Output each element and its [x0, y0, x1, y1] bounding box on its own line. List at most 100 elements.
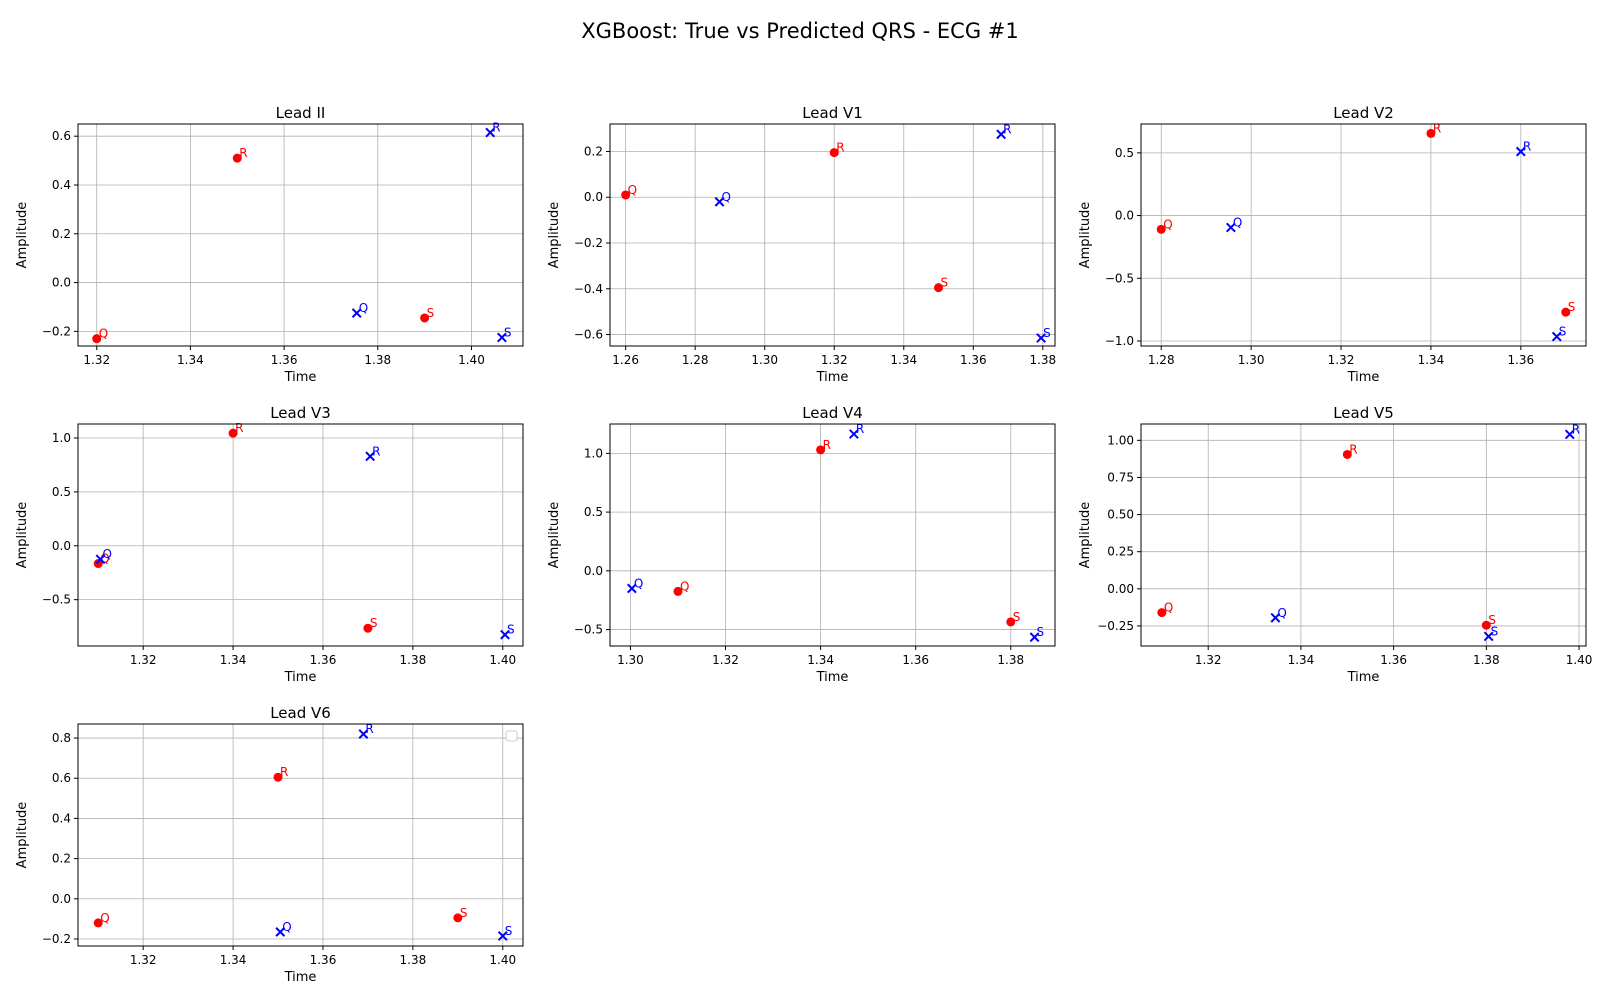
- lead-v5-ytick-label: 0.00: [1107, 582, 1134, 596]
- lead-v1-xtick-label: 1.32: [821, 353, 848, 367]
- lead-ii-ylabel: Amplitude: [15, 202, 30, 269]
- lead-v6-pred-label-r: R: [365, 722, 373, 736]
- lead-v3-xtick-label: 1.38: [400, 653, 427, 667]
- lead-v3-pred-label-s: S: [507, 623, 515, 637]
- lead-v1-true-point-q: [621, 190, 631, 200]
- lead-v4-xtick-label: 1.36: [902, 653, 929, 667]
- lead-v4-true-point-q: [673, 586, 683, 596]
- lead-v6-xtick-label: 1.36: [310, 953, 337, 967]
- lead-v4-xlabel: Time: [816, 670, 849, 685]
- lead-v4-true-point-s: [1006, 617, 1016, 627]
- lead-v5-pred-label-r: R: [1572, 422, 1580, 436]
- lead-v6-ytick-label: 0.0: [52, 892, 71, 906]
- lead-ii-pred-point-q: [351, 308, 362, 318]
- lead-ii-axes-frame: [77, 123, 524, 347]
- lead-ii-ytick-label: 0.4: [52, 178, 71, 192]
- lead-ii-pred-label-q: Q: [359, 301, 368, 315]
- lead-v2-ytick-label: 0.0: [1115, 209, 1134, 223]
- lead-v1-ytick-label: 0.2: [584, 144, 603, 158]
- lead-v5-pred-label-q: Q: [1277, 606, 1286, 620]
- lead-v5-xtick-label: 1.32: [1195, 653, 1222, 667]
- lead-v2-xlabel: Time: [1347, 370, 1380, 385]
- lead-v6-ytick-label: 0.8: [52, 731, 71, 745]
- lead-ii-xtick-label: 1.38: [364, 353, 391, 367]
- lead-v3-pred-point-s: [500, 629, 510, 640]
- lead-v6-ytick-label: 0.4: [52, 811, 71, 825]
- lead-v2-ytick-label: 0.5: [1115, 146, 1134, 160]
- lead-v4-ytick-label: 0.0: [584, 564, 603, 578]
- lead-v1-xtick-label: 1.36: [960, 353, 987, 367]
- lead-v2-true-label-r: R: [1433, 121, 1441, 135]
- lead-ii-xtick-label: 1.40: [458, 353, 485, 367]
- lead-v4-pred-point-q: [626, 583, 637, 594]
- lead-v1-pred-point-r: [996, 129, 1007, 140]
- lead-v1-ytick-label: −0.4: [574, 282, 603, 296]
- lead-v6-ylabel: Amplitude: [15, 802, 30, 869]
- lead-v4-ytick-label: −0.5: [574, 623, 603, 637]
- lead-v5-ylabel: Amplitude: [1078, 502, 1093, 569]
- lead-ii-ytick-label: −0.2: [42, 324, 71, 338]
- lead-v3-xlabel: Time: [284, 670, 317, 685]
- lead-v1-xlabel: Time: [816, 370, 849, 385]
- lead-v4-title: Lead V4: [802, 404, 863, 422]
- lead-v4-true-point-r: [816, 445, 826, 455]
- lead-v5-xtick-label: 1.40: [1566, 653, 1593, 667]
- lead-v4-axes-frame: [609, 423, 1056, 647]
- lead-ii-true-point-q: [92, 334, 102, 344]
- lead-v3-xtick-label: 1.36: [310, 653, 337, 667]
- lead-v1-pred-point-q: [714, 196, 725, 207]
- lead-v1-ytick-label: −0.6: [574, 328, 603, 342]
- lead-v2-xtick-label: 1.30: [1238, 353, 1265, 367]
- lead-v1-xtick-label: 1.30: [751, 353, 778, 367]
- lead-v6-pred-label-q: Q: [282, 920, 291, 934]
- lead-v2-title: Lead V2: [1333, 104, 1394, 122]
- lead-v5-pred-point-s: [1483, 631, 1494, 642]
- lead-v6-title: Lead V6: [270, 704, 331, 722]
- lead-v1-xtick-label: 1.34: [890, 353, 917, 367]
- lead-ii-true-point-s: [420, 313, 430, 323]
- lead-v3-ylabel: Amplitude: [15, 502, 30, 569]
- lead-v4-pred-point-s: [1029, 632, 1040, 643]
- lead-v6-ytick-label: −0.2: [42, 932, 71, 946]
- lead-ii-pred-label-s: S: [504, 325, 512, 339]
- lead-v2-xtick-label: 1.36: [1507, 353, 1534, 367]
- lead-v5-true-label-r: R: [1349, 442, 1357, 456]
- lead-v2-pred-label-s: S: [1559, 325, 1567, 339]
- lead-v5-ytick-label: 0.25: [1107, 545, 1134, 559]
- lead-v5-title: Lead V5: [1333, 404, 1394, 422]
- lead-ii-xlabel: Time: [284, 370, 317, 385]
- lead-v2-axes-frame: [1140, 123, 1587, 347]
- lead-v2-xtick-label: 1.28: [1148, 353, 1175, 367]
- lead-v6-ytick-label: 0.2: [52, 852, 71, 866]
- lead-ii-ytick-label: 0.2: [52, 227, 71, 241]
- lead-v5-true-point-r: [1342, 449, 1352, 459]
- lead-v2-true-label-q: Q: [1163, 217, 1172, 231]
- lead-v2-pred-point-r: [1515, 146, 1526, 157]
- lead-ii-xtick-label: 1.32: [83, 353, 110, 367]
- lead-v3-ytick-label: 1.0: [52, 431, 71, 445]
- lead-v4-xtick-label: 1.38: [997, 653, 1024, 667]
- lead-v3-true-point-r: [228, 428, 238, 438]
- lead-ii-ytick-label: 0.0: [52, 276, 71, 290]
- lead-v4-xtick-label: 1.32: [712, 653, 739, 667]
- lead-v4-ytick-label: 1.0: [584, 446, 603, 460]
- lead-v3-pred-label-r: R: [372, 444, 380, 458]
- lead-v4-ylabel: Amplitude: [547, 502, 562, 569]
- lead-v1-axes-frame: [609, 123, 1056, 347]
- lead-v1-pred-label-r: R: [1003, 122, 1011, 136]
- lead-v1-xtick-label: 1.28: [682, 353, 709, 367]
- lead-ii-true-label-s: S: [427, 306, 435, 320]
- lead-v6-pred-point-r: [358, 729, 369, 739]
- lead-v3-true-label-s: S: [370, 616, 378, 630]
- lead-v4-xtick-label: 1.30: [617, 653, 644, 667]
- lead-v2-true-point-q: [1156, 224, 1166, 234]
- lead-v1-xtick-label: 1.26: [612, 353, 639, 367]
- lead-v1-ytick-label: −0.2: [574, 236, 603, 250]
- lead-v5-pred-point-r: [1564, 429, 1575, 440]
- lead-ii-true-point-r: [232, 153, 242, 163]
- lead-v5-ytick-label: 0.75: [1107, 470, 1134, 484]
- lead-ii-xtick-label: 1.34: [177, 353, 204, 367]
- lead-ii-true-label-r: R: [239, 146, 247, 160]
- lead-v4-xtick-label: 1.34: [807, 653, 834, 667]
